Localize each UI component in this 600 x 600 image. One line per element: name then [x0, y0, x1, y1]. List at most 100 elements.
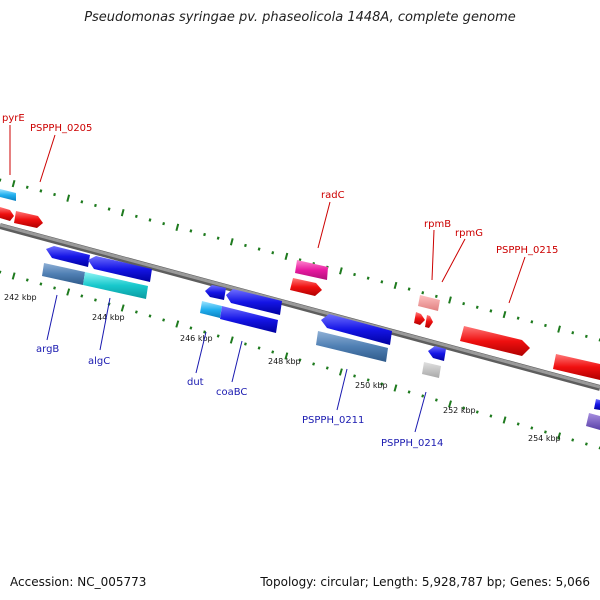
- gene-label-pspph-0211[interactable]: PSPPH_0211: [302, 415, 364, 426]
- gene-label-dut[interactable]: dut: [187, 377, 204, 388]
- minor-tick: [203, 330, 206, 334]
- reverse-strand-genes: [42, 246, 600, 430]
- gene-arrow[interactable]: [200, 301, 222, 318]
- gene-arrow[interactable]: [418, 295, 440, 311]
- major-tick: [557, 432, 562, 440]
- gene-arrow[interactable]: [42, 263, 85, 285]
- major-tick: [393, 384, 398, 392]
- scale-labels: 242 kbp 244 kbp 246 kbp 248 kbp 250 kbp …: [4, 293, 561, 443]
- minor-tick: [216, 334, 220, 338]
- major-tick: [557, 325, 561, 333]
- gene-label-rpmG[interactable]: rpmG: [455, 228, 483, 239]
- minor-tick: [134, 310, 138, 314]
- gene-arrow[interactable]: [226, 289, 282, 315]
- major-tick: [502, 310, 507, 319]
- minor-tick: [134, 214, 138, 218]
- major-tick: [284, 252, 289, 260]
- minor-tick: [366, 378, 370, 382]
- tick-label: 250 kbp: [355, 381, 388, 390]
- tick-label: 242 kbp: [4, 293, 37, 302]
- gene-arrow[interactable]: [586, 413, 600, 430]
- gene-arrow[interactable]: [594, 399, 600, 410]
- major-tick: [175, 223, 180, 231]
- minor-tick: [162, 222, 166, 226]
- gene-label-coaBC[interactable]: coaBC: [216, 387, 247, 398]
- minor-tick: [366, 276, 370, 280]
- lower-dotted-track: [0, 270, 600, 450]
- gene-arrow[interactable]: [83, 272, 148, 299]
- gene-arrow[interactable]: [88, 256, 152, 282]
- minor-tick: [421, 291, 425, 295]
- minor-tick: [271, 350, 275, 354]
- gene-arrow[interactable]: [0, 207, 14, 221]
- gene-arrow[interactable]: [422, 362, 441, 378]
- gene-label-pspph-0214[interactable]: PSPPH_0214: [381, 438, 443, 449]
- minor-tick: [434, 398, 438, 402]
- minor-tick: [462, 302, 466, 306]
- minor-tick: [162, 318, 166, 322]
- gene-label-pspph-0205[interactable]: PSPPH_0205: [30, 123, 92, 134]
- gene-arrow[interactable]: [0, 189, 16, 201]
- major-tick: [11, 180, 16, 188]
- gene-arrow[interactable]: [46, 246, 90, 267]
- major-tick: [229, 336, 234, 344]
- gene-arrow[interactable]: [553, 354, 600, 380]
- minor-tick: [325, 366, 329, 370]
- minor-tick: [571, 331, 575, 335]
- gene-label-argB[interactable]: argB: [36, 344, 59, 355]
- gene-arrow[interactable]: [460, 326, 530, 356]
- minor-tick: [25, 278, 29, 282]
- gene-arrow[interactable]: [220, 306, 278, 333]
- minor-tick: [584, 334, 588, 338]
- upper-leader-lines: [9, 125, 526, 304]
- lower-gene-labels: argB algC dut coaBC PSPPH_0211 PSPPH_021…: [36, 344, 443, 449]
- minor-tick: [544, 430, 547, 434]
- gene-arrow[interactable]: [205, 285, 226, 300]
- gene-arrow[interactable]: [425, 315, 433, 328]
- major-tick: [120, 209, 125, 217]
- minor-tick: [380, 382, 384, 386]
- tick-label: 254 kbp: [528, 434, 561, 443]
- gene-label-radC[interactable]: radC: [321, 190, 345, 201]
- minor-tick: [353, 272, 356, 277]
- tick-label: 252 kbp: [443, 406, 476, 415]
- minor-tick: [421, 394, 425, 398]
- minor-tick: [25, 185, 29, 189]
- minor-tick: [571, 438, 575, 442]
- minor-tick: [39, 282, 43, 286]
- minor-tick: [544, 323, 547, 328]
- minor-tick: [148, 314, 152, 318]
- major-tick: [66, 194, 71, 202]
- gene-arrow[interactable]: [14, 211, 43, 228]
- gene-arrow[interactable]: [321, 314, 392, 345]
- gene-arrow[interactable]: [295, 260, 328, 280]
- major-tick: [66, 288, 71, 296]
- tick-label: 244 kbp: [92, 313, 125, 322]
- gene-arrow[interactable]: [428, 346, 446, 361]
- gene-label-rpmB[interactable]: rpmB: [424, 219, 451, 230]
- minor-tick: [80, 200, 84, 204]
- gene-arrow[interactable]: [290, 278, 322, 296]
- upper-dotted-track: [0, 178, 600, 342]
- minor-tick: [53, 192, 56, 197]
- minor-tick: [489, 414, 493, 418]
- genome-title: Pseudomonas syringae pv. phaseolicola 14…: [84, 10, 516, 25]
- major-tick: [339, 267, 343, 275]
- gene-arrow[interactable]: [414, 312, 425, 325]
- minor-tick: [53, 286, 56, 290]
- genome-backbone: [0, 223, 600, 391]
- forward-strand-genes: [0, 189, 600, 380]
- tick-label: 246 kbp: [180, 334, 213, 343]
- tick-label: 248 kbp: [268, 357, 301, 366]
- gene-label-algC[interactable]: algC: [88, 356, 110, 367]
- minor-tick: [244, 243, 247, 248]
- minor-tick: [216, 236, 220, 240]
- gene-label-pspph-0215[interactable]: PSPPH_0215: [496, 245, 558, 256]
- minor-tick: [257, 247, 261, 251]
- minor-tick: [312, 362, 316, 366]
- topology-text: Topology: circular; Length: 5,928,787 bp…: [260, 575, 590, 589]
- lower-leader-lines: [46, 294, 427, 433]
- gene-arrow[interactable]: [316, 331, 388, 362]
- gene-label-pyrE[interactable]: pyrE: [2, 113, 25, 124]
